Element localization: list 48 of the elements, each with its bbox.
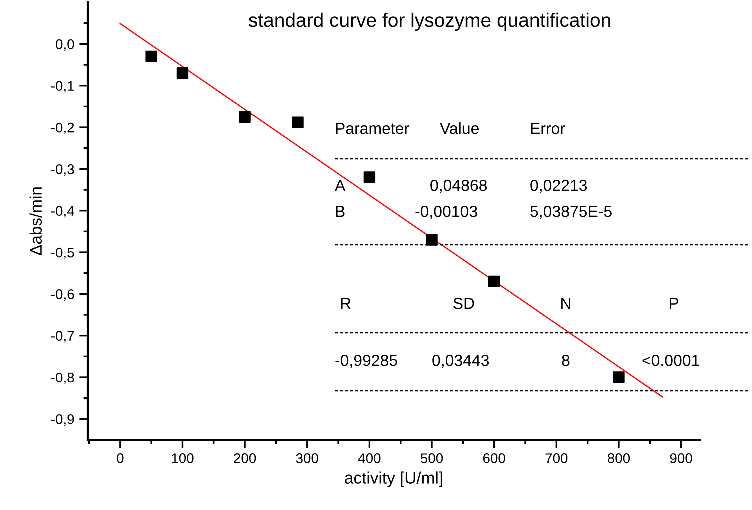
y-tick-label: -0,5 xyxy=(51,248,74,260)
annotation: -0,99285 xyxy=(336,354,398,368)
annotation: 0,04868 xyxy=(430,180,488,194)
y-tick-label: -0,1 xyxy=(51,81,74,93)
point xyxy=(364,172,376,184)
text: standard curve for lysozyme quantification xyxy=(248,12,610,32)
annotation: 0,02213 xyxy=(530,180,588,194)
point xyxy=(146,50,158,63)
annotation: Error xyxy=(531,123,566,134)
point xyxy=(488,276,500,288)
y-tick-label: -0,6 xyxy=(51,290,74,301)
y-tick-label: -0,8 xyxy=(51,372,74,384)
x-tick-label: 400 xyxy=(358,454,381,464)
annotation: 8 xyxy=(562,354,570,366)
y-axis-title: Δabs/min xyxy=(30,188,42,256)
x-tick-label: 200 xyxy=(234,454,256,464)
point xyxy=(239,111,251,123)
annotation: Parameter xyxy=(336,123,410,134)
point xyxy=(426,234,438,246)
x-axis-title: activity [U/ml] xyxy=(345,472,442,488)
annotation: SD xyxy=(454,298,474,310)
annotation: P xyxy=(670,298,678,310)
annotation: B xyxy=(336,206,345,218)
x-tick-label: 900 xyxy=(670,454,692,464)
x-tick-label: 0 xyxy=(117,454,124,464)
annotation: N xyxy=(562,298,570,310)
x-tick-label: 300 xyxy=(296,454,318,464)
point xyxy=(176,68,189,80)
y-tick-label: -0,4 xyxy=(51,206,74,218)
annotation: <0.0001 xyxy=(642,354,700,366)
y-tick-label: -0,7 xyxy=(51,331,74,343)
y-tick-label: -0,2 xyxy=(51,122,74,134)
annotation: R xyxy=(341,298,351,310)
x-tick-label: 800 xyxy=(608,454,630,464)
y-tick-label: 0,0 xyxy=(56,40,74,52)
y-tick-label: -0,3 xyxy=(51,164,74,176)
annotation: A xyxy=(335,180,346,192)
y-tick-label: -0,9 xyxy=(51,414,74,426)
x-tick-label: 100 xyxy=(172,454,194,464)
x-tick-label: 500 xyxy=(420,454,444,464)
annotation: 5,03875E-5 xyxy=(530,206,612,220)
annotation: -0,00103 xyxy=(416,206,478,220)
annotation: 0,03443 xyxy=(432,354,490,368)
annotation: Value xyxy=(440,122,479,134)
x-tick-label: 600 xyxy=(483,454,506,464)
x-tick-label: 700 xyxy=(546,454,568,464)
point xyxy=(613,372,625,384)
point xyxy=(292,116,304,128)
